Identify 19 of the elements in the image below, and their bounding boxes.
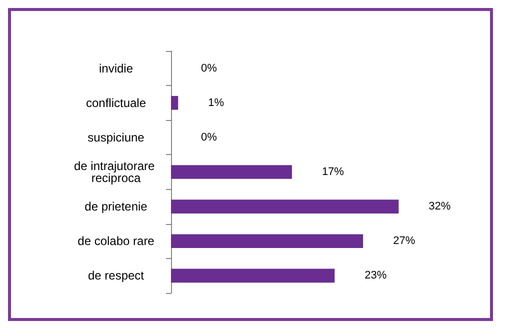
bar: [171, 234, 364, 248]
y-tick-label: conflictuale: [86, 96, 146, 110]
y-tick-label: de respect: [88, 268, 145, 283]
y-tick-label: de colabo rare: [78, 234, 155, 248]
y-tick-label: de intrajutorare reciproca: [74, 159, 158, 185]
data-label: 27%: [393, 235, 416, 248]
y-tick-label: invidie: [98, 61, 134, 76]
bar: [171, 96, 178, 110]
data-label: 23%: [364, 270, 387, 282]
bar: [171, 200, 399, 214]
bar: [171, 268, 335, 283]
bar: [171, 165, 292, 179]
data-label: 32%: [428, 200, 451, 213]
data-label: 0%: [201, 131, 218, 144]
data-label: 17%: [322, 166, 344, 178]
data-label: 1%: [208, 96, 224, 109]
data-label: 0%: [201, 62, 218, 74]
y-tick-label: suspiciune: [88, 130, 145, 144]
y-tick-label: de prietenie: [84, 200, 148, 214]
